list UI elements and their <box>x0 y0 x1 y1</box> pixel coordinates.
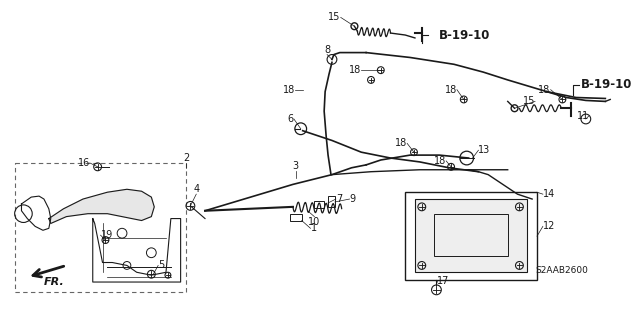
Text: 1: 1 <box>310 223 317 233</box>
Text: 14: 14 <box>543 189 555 199</box>
Text: B-19-10: B-19-10 <box>581 78 632 91</box>
Bar <box>314 201 324 208</box>
Text: 3: 3 <box>292 161 299 171</box>
Text: 16: 16 <box>77 158 90 168</box>
Text: 6: 6 <box>288 114 294 124</box>
Text: 18: 18 <box>349 65 361 75</box>
Text: 15: 15 <box>523 96 535 107</box>
Text: 11: 11 <box>577 111 589 121</box>
Text: 12: 12 <box>543 221 556 231</box>
Polygon shape <box>49 189 154 223</box>
Text: B-19-10: B-19-10 <box>440 28 491 41</box>
Bar <box>415 199 527 272</box>
Text: 18: 18 <box>445 85 457 95</box>
Bar <box>328 196 335 207</box>
Text: 19: 19 <box>100 230 113 240</box>
Text: 8: 8 <box>324 45 330 55</box>
Text: FR.: FR. <box>44 277 64 287</box>
Text: 10: 10 <box>308 217 321 226</box>
Text: 13: 13 <box>479 145 491 155</box>
Text: 18: 18 <box>395 138 407 148</box>
Bar <box>405 192 537 280</box>
Text: 17: 17 <box>437 276 450 286</box>
Text: 4: 4 <box>193 184 199 194</box>
Bar <box>435 214 508 256</box>
Text: S2AAB2600: S2AAB2600 <box>535 266 588 275</box>
Text: 5: 5 <box>158 260 164 271</box>
Text: 18: 18 <box>434 156 446 166</box>
Text: 9: 9 <box>349 194 356 204</box>
Text: 15: 15 <box>328 12 340 22</box>
Bar <box>290 214 301 221</box>
Text: 2: 2 <box>184 153 189 163</box>
Text: 18: 18 <box>283 85 295 95</box>
Text: 7: 7 <box>336 194 342 204</box>
Text: 18: 18 <box>538 85 550 95</box>
Bar <box>15 163 186 292</box>
